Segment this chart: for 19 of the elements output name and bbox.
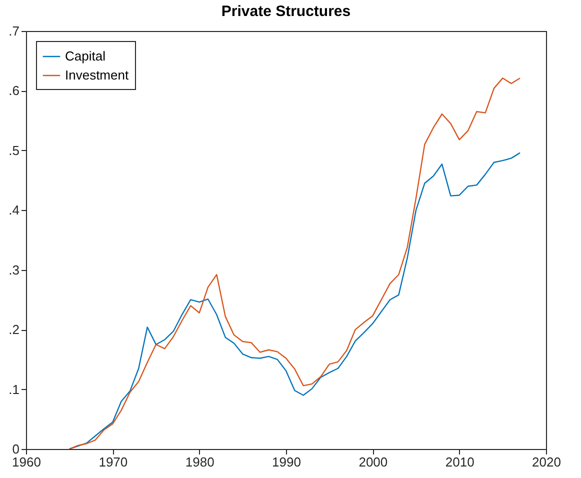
x-tick-label: 1960 — [12, 454, 41, 470]
y-tick-label: .7 — [8, 24, 20, 38]
x-tick-label: 2010 — [445, 454, 474, 470]
legend-label: Investment — [65, 68, 129, 82]
legend-label: Capital — [65, 48, 106, 64]
x-tick-label: 2000 — [358, 454, 388, 470]
line-series — [68, 152, 521, 449]
y-tick-label: .3 — [8, 262, 20, 278]
y-tick-label: .1 — [8, 382, 20, 397]
y-tick-label: .4 — [8, 202, 20, 218]
y-tick-label: .2 — [8, 322, 20, 338]
y-tick-label: 0 — [12, 442, 20, 456]
y-tick-label: .6 — [8, 83, 20, 98]
x-tick-label: 2020 — [532, 454, 561, 470]
y-tick-label: .5 — [8, 142, 20, 158]
x-tick-label: 1970 — [98, 454, 128, 470]
chart-title: Private Structures — [221, 3, 351, 20]
x-tick-label: 1990 — [272, 454, 301, 470]
x-tick-label: 1980 — [185, 454, 214, 470]
